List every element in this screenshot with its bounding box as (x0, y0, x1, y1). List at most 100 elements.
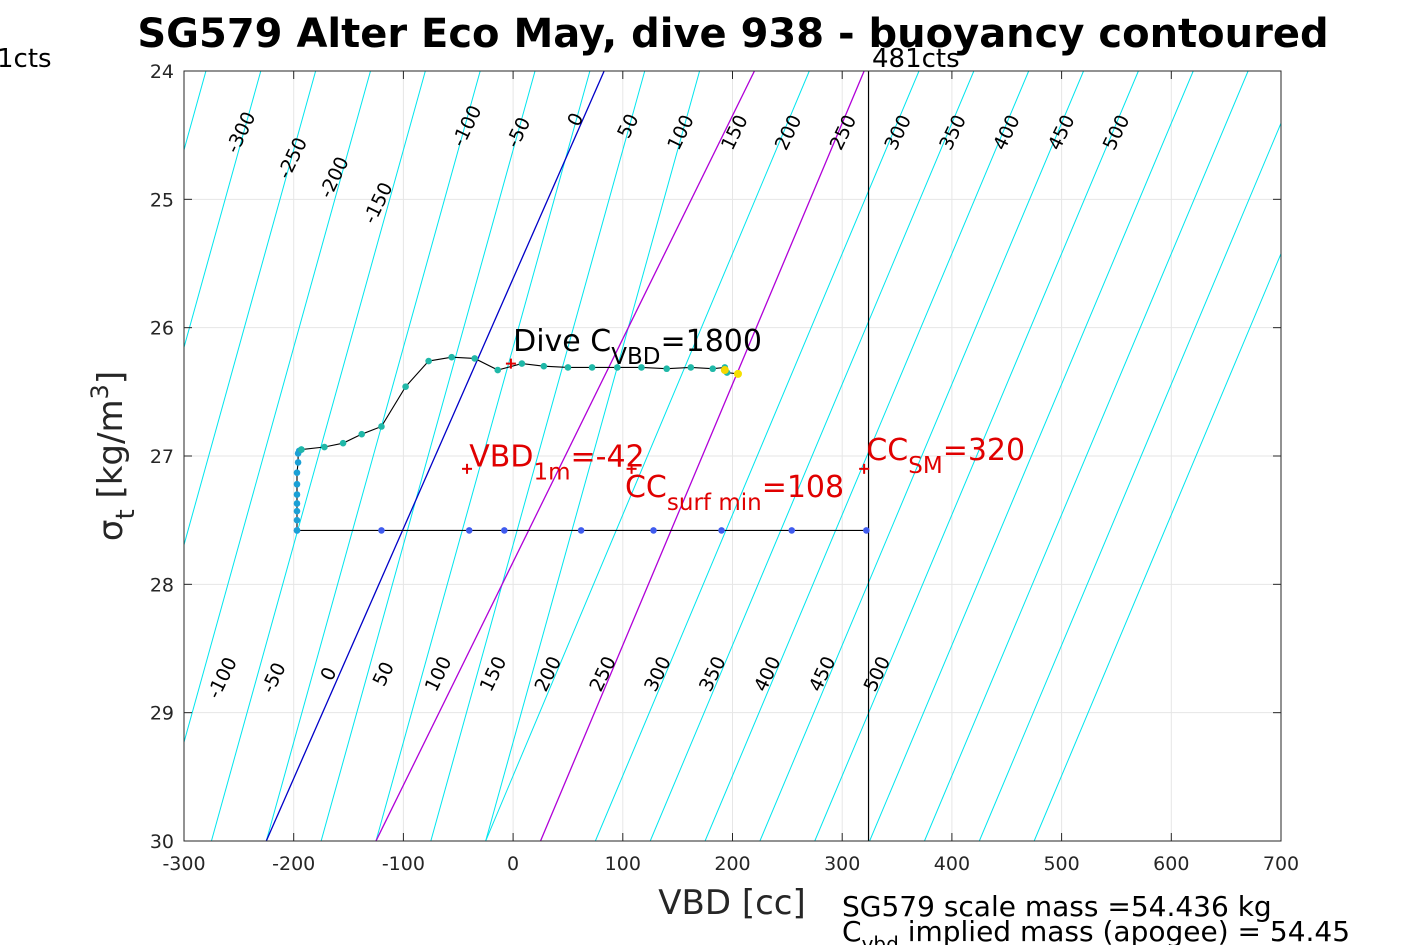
y-label-sup: 3 (86, 384, 114, 399)
annotation-sub: VBD (611, 344, 660, 370)
data-point (321, 443, 328, 451)
y-tick-label: 25 (150, 189, 174, 211)
top-left-cts-label: 1cts (0, 44, 52, 74)
x-tick-label: 700 (1263, 853, 1299, 875)
contour-line (1033, 252, 1281, 841)
data-point (687, 364, 695, 371)
x-tick-label: 500 (1043, 853, 1079, 875)
x-tick-label: -300 (162, 853, 205, 875)
contour-line (978, 121, 1281, 841)
chart-title: SG579 Alter Eco May, dive 938 - buoyancy… (137, 11, 1328, 57)
contour-line (704, 71, 1030, 841)
data-point (663, 365, 670, 373)
annotation-label: CCsurf min=108 (625, 470, 844, 516)
annotation-value: =108 (762, 470, 844, 505)
data-point (788, 527, 796, 534)
contour-line (265, 71, 605, 841)
annotation-value: =1800 (660, 324, 761, 359)
data-point (339, 439, 347, 447)
data-point (378, 423, 385, 430)
data-point (358, 430, 366, 438)
axis-ticks: -300 -200 -100 0 100 200 300 400 500 600 700 24 25 26… (150, 61, 1299, 875)
data-point (425, 357, 432, 365)
y-tick-label: 27 (150, 446, 174, 468)
contour-line (430, 71, 646, 841)
annotation-sub: SM (908, 453, 942, 479)
x-tick-label: 100 (605, 853, 641, 875)
highlight-point (720, 366, 729, 375)
contour-line (210, 71, 426, 841)
data-point (863, 527, 870, 534)
data-point (293, 500, 301, 507)
x-tick-label: 200 (714, 853, 750, 875)
annotation-sub: surf min (667, 490, 762, 516)
contour-line (375, 71, 591, 841)
y-label-close: ] (91, 371, 131, 384)
contour-line (594, 71, 920, 841)
contour-line (485, 71, 701, 841)
data-point (577, 527, 585, 534)
contour-line (485, 71, 810, 841)
top-right-cts-label: 481cts (872, 44, 960, 74)
contour-line (184, 71, 262, 350)
svg-text:σt [kg/m3]: σt [kg/m3] (86, 371, 141, 541)
data-point (494, 366, 502, 374)
contour-line (759, 71, 1085, 841)
annotation-main: CC (866, 433, 908, 468)
contour-line (184, 71, 317, 547)
y-tick-label: 24 (150, 61, 174, 83)
annotation-value: =320 (943, 433, 1025, 468)
footer-vbd-sub: vbd (862, 932, 899, 945)
y-label-sigma: σ (91, 520, 131, 542)
annotation-label: CCSM=320 (866, 433, 1025, 479)
footer-implied-mass: Cvbd implied mass (apogee) = 54.45 (842, 915, 1350, 945)
data-point (293, 469, 301, 476)
footer-scale-mass: SG579 scale mass =54.436 kg (842, 890, 1272, 923)
data-point (294, 459, 302, 466)
x-axis-label: VBD [cc] (658, 883, 806, 923)
y-tick-label: 29 (150, 703, 174, 725)
data-point (293, 516, 301, 524)
data-point (709, 365, 717, 373)
data-point (293, 491, 301, 498)
y-label-main: [kg/m (91, 399, 131, 509)
x-tick-label: 600 (1153, 853, 1189, 875)
data-point (465, 527, 473, 534)
data-point (298, 446, 305, 453)
data-point (614, 364, 621, 371)
contour-line (869, 71, 1194, 841)
annotation-main: Dive C (513, 324, 611, 359)
data-point (540, 362, 548, 370)
data-point (564, 364, 572, 371)
data-point (518, 360, 526, 367)
data-point (638, 364, 645, 371)
data-point (588, 364, 596, 371)
y-axis-label: σt [kg/m3] (86, 371, 141, 541)
contour-line (265, 71, 481, 841)
x-tick-label: -200 (272, 853, 315, 875)
data-point (293, 507, 301, 515)
contour-line (320, 71, 536, 841)
data-point (293, 527, 301, 534)
data-point (471, 355, 479, 362)
y-tick-label: 26 (150, 318, 174, 340)
data-point (501, 527, 508, 534)
contour-line (0, 71, 96, 841)
footer-c: C (842, 915, 862, 945)
contour-line (375, 71, 756, 841)
y-tick-label: 28 (150, 574, 174, 596)
annotation-label: Dive CVBD=1800 (513, 324, 762, 370)
contour-line (184, 71, 371, 745)
footer-implied-text: implied mass (apogee) = 54.45 (899, 915, 1350, 945)
contour-line (924, 71, 1249, 841)
contour-line (649, 71, 975, 841)
y-tick-label: 30 (150, 831, 174, 853)
data-point (402, 383, 409, 391)
annotation-main: CC (625, 470, 667, 505)
highlight-point (733, 369, 742, 378)
data-point (650, 527, 657, 534)
contour-line (539, 71, 865, 841)
annotation-main: VBD (469, 439, 533, 474)
